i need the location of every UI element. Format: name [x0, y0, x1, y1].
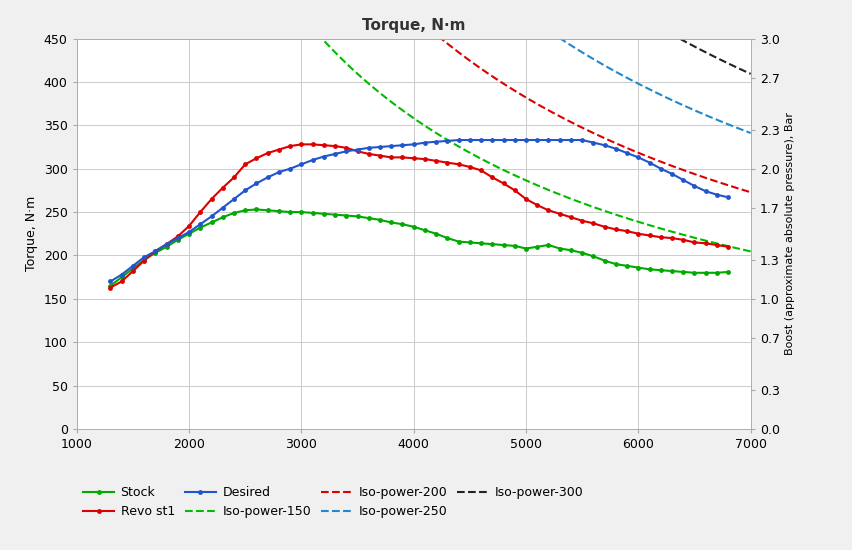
Line: Iso-power-300: Iso-power-300	[77, 0, 750, 74]
Revo st1	[722, 244, 733, 250]
Iso-power-200	[472, 63, 482, 70]
Desired	[117, 271, 127, 278]
Iso-power-150	[472, 154, 482, 161]
Line: Iso-power-250: Iso-power-250	[77, 0, 750, 133]
Line: Revo st1: Revo st1	[108, 142, 730, 290]
Iso-power-200	[435, 35, 446, 42]
Iso-power-250	[728, 124, 739, 130]
Revo st1	[341, 145, 351, 151]
Desired	[722, 194, 733, 201]
Title: Torque, N·m: Torque, N·m	[361, 18, 465, 33]
Revo st1	[521, 196, 531, 202]
Legend: Stock, Revo st1, Desired, Iso-power-150, Iso-power-200, Iso-power-250, Iso-power: Stock, Revo st1, Desired, Iso-power-150,…	[83, 486, 583, 518]
Iso-power-200	[745, 189, 755, 196]
Iso-power-150	[624, 216, 634, 222]
Iso-power-200	[391, 0, 401, 2]
Stock	[722, 268, 733, 275]
Revo st1	[498, 180, 508, 186]
Desired	[498, 137, 508, 144]
Stock	[117, 274, 127, 280]
Desired	[588, 139, 598, 146]
Revo st1	[117, 278, 127, 285]
Iso-power-150	[395, 106, 406, 112]
Desired	[330, 151, 340, 157]
Desired	[464, 137, 475, 144]
Y-axis label: Boost (approximate absolute pressure), Bar: Boost (approximate absolute pressure), B…	[785, 112, 794, 355]
Stock	[341, 212, 351, 219]
Iso-power-200	[728, 184, 739, 190]
Iso-power-300	[624, 6, 634, 12]
Desired	[453, 137, 463, 144]
Desired	[521, 137, 531, 144]
Iso-power-150	[728, 244, 739, 251]
Iso-power-250	[624, 76, 634, 82]
Revo st1	[106, 284, 116, 291]
Stock	[464, 239, 475, 246]
Iso-power-150	[435, 133, 446, 140]
Stock	[588, 253, 598, 260]
Iso-power-200	[624, 146, 634, 152]
Revo st1	[296, 141, 306, 147]
Stock	[251, 206, 262, 213]
Stock	[498, 242, 508, 249]
Revo st1	[588, 220, 598, 227]
Iso-power-200	[395, 0, 406, 6]
Revo st1	[464, 164, 475, 170]
Iso-power-300	[745, 70, 755, 77]
Iso-power-150	[745, 248, 755, 255]
Iso-power-150	[391, 103, 401, 109]
Line: Iso-power-150: Iso-power-150	[77, 0, 750, 251]
Line: Stock: Stock	[108, 207, 730, 288]
Stock	[521, 245, 531, 252]
Y-axis label: Torque, N·m: Torque, N·m	[26, 196, 38, 271]
Desired	[106, 278, 116, 285]
Iso-power-300	[728, 63, 739, 70]
Stock	[106, 283, 116, 289]
Line: Desired: Desired	[108, 138, 730, 284]
Line: Iso-power-200: Iso-power-200	[77, 0, 750, 192]
Iso-power-250	[745, 130, 755, 136]
